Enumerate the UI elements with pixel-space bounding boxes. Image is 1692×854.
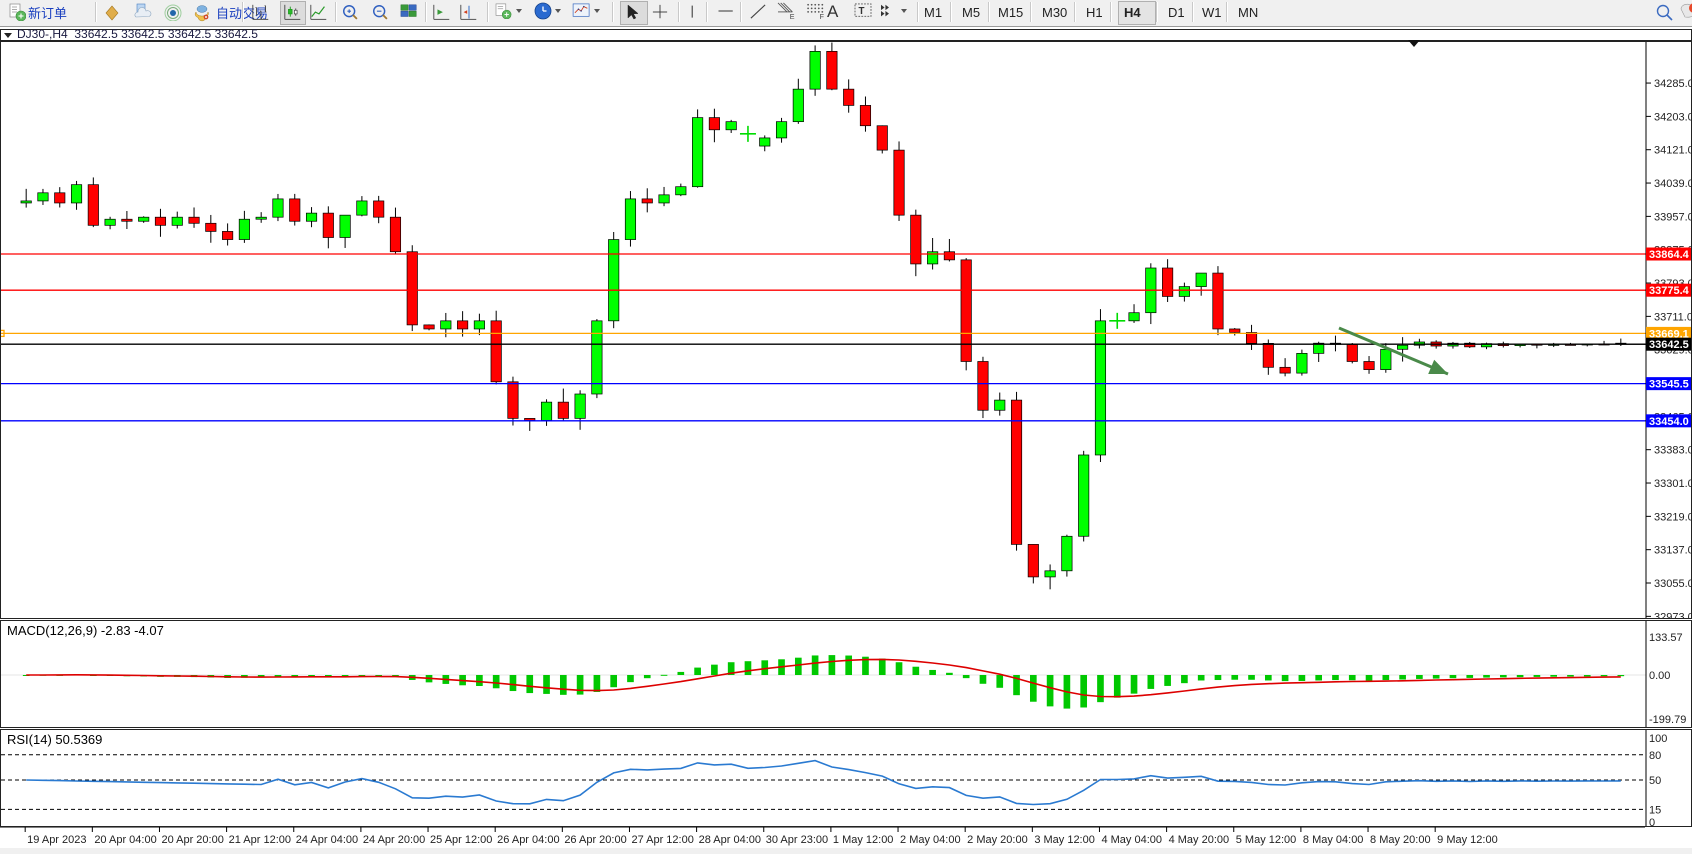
svg-text:80: 80: [1649, 750, 1661, 762]
svg-text:25 Apr 12:00: 25 Apr 12:00: [430, 834, 492, 846]
svg-text:24 Apr 04:00: 24 Apr 04:00: [296, 834, 358, 846]
svg-text:4 May 20:00: 4 May 20:00: [1169, 834, 1230, 846]
svg-text:33383.0: 33383.0: [1654, 445, 1692, 457]
svg-text:34203.0: 34203.0: [1654, 111, 1692, 123]
svg-text:133.57: 133.57: [1649, 632, 1683, 644]
svg-text:33864.4: 33864.4: [1649, 249, 1690, 261]
svg-text:15: 15: [1649, 804, 1661, 816]
svg-text:8 May 20:00: 8 May 20:00: [1370, 834, 1431, 846]
svg-text:20 Apr 04:00: 20 Apr 04:00: [94, 834, 156, 846]
svg-text:27 Apr 12:00: 27 Apr 12:00: [631, 834, 693, 846]
svg-text:26 Apr 20:00: 26 Apr 20:00: [564, 834, 626, 846]
svg-text:100: 100: [1649, 733, 1667, 745]
svg-text:20 Apr 20:00: 20 Apr 20:00: [161, 834, 223, 846]
svg-text:F: F: [820, 13, 825, 19]
svg-text:9 May 12:00: 9 May 12:00: [1437, 834, 1498, 846]
svg-text:2 May 20:00: 2 May 20:00: [967, 834, 1028, 846]
svg-text:19 Apr 2023: 19 Apr 2023: [27, 834, 86, 846]
svg-text:E: E: [790, 12, 795, 20]
svg-text:33642.5: 33642.5: [1649, 339, 1689, 351]
svg-text:RSI(14) 50.5369: RSI(14) 50.5369: [7, 732, 102, 747]
svg-text:8 May 04:00: 8 May 04:00: [1303, 834, 1364, 846]
svg-text:4 May 04:00: 4 May 04:00: [1101, 834, 1162, 846]
svg-text:1 May 12:00: 1 May 12:00: [833, 834, 894, 846]
svg-text:28 Apr 04:00: 28 Apr 04:00: [699, 834, 761, 846]
svg-text:-199.79: -199.79: [1649, 714, 1686, 726]
svg-text:34039.0: 34039.0: [1654, 178, 1692, 190]
svg-text:33137.0: 33137.0: [1654, 545, 1692, 557]
svg-text:3 May 12:00: 3 May 12:00: [1034, 834, 1095, 846]
svg-text:0.00: 0.00: [1649, 670, 1670, 682]
svg-text:33219.0: 33219.0: [1654, 511, 1692, 523]
svg-text:21 Apr 12:00: 21 Apr 12:00: [229, 834, 291, 846]
svg-text:24 Apr 20:00: 24 Apr 20:00: [363, 834, 425, 846]
svg-text:26 Apr 04:00: 26 Apr 04:00: [497, 834, 559, 846]
svg-text:33775.4: 33775.4: [1649, 285, 1690, 297]
svg-text:T: T: [859, 6, 865, 17]
svg-text:33055.0: 33055.0: [1654, 578, 1692, 590]
svg-text:50: 50: [1649, 775, 1661, 787]
svg-text:33545.5: 33545.5: [1649, 379, 1689, 391]
svg-text:2 May 04:00: 2 May 04:00: [900, 834, 961, 846]
svg-text:33454.0: 33454.0: [1649, 416, 1689, 428]
svg-text:5 May 12:00: 5 May 12:00: [1236, 834, 1297, 846]
svg-text:33957.0: 33957.0: [1654, 211, 1692, 223]
svg-text:30 Apr 23:00: 30 Apr 23:00: [766, 834, 828, 846]
svg-text:34121.0: 34121.0: [1654, 145, 1692, 157]
svg-text:34285.0: 34285.0: [1654, 78, 1692, 90]
svg-text:0: 0: [1649, 817, 1655, 827]
svg-text:MACD(12,26,9) -2.83 -4.07: MACD(12,26,9) -2.83 -4.07: [7, 623, 164, 638]
svg-text:33301.0: 33301.0: [1654, 478, 1692, 490]
svg-text:33711.0: 33711.0: [1654, 311, 1692, 323]
svg-text:32973.0: 32973.0: [1654, 611, 1692, 619]
